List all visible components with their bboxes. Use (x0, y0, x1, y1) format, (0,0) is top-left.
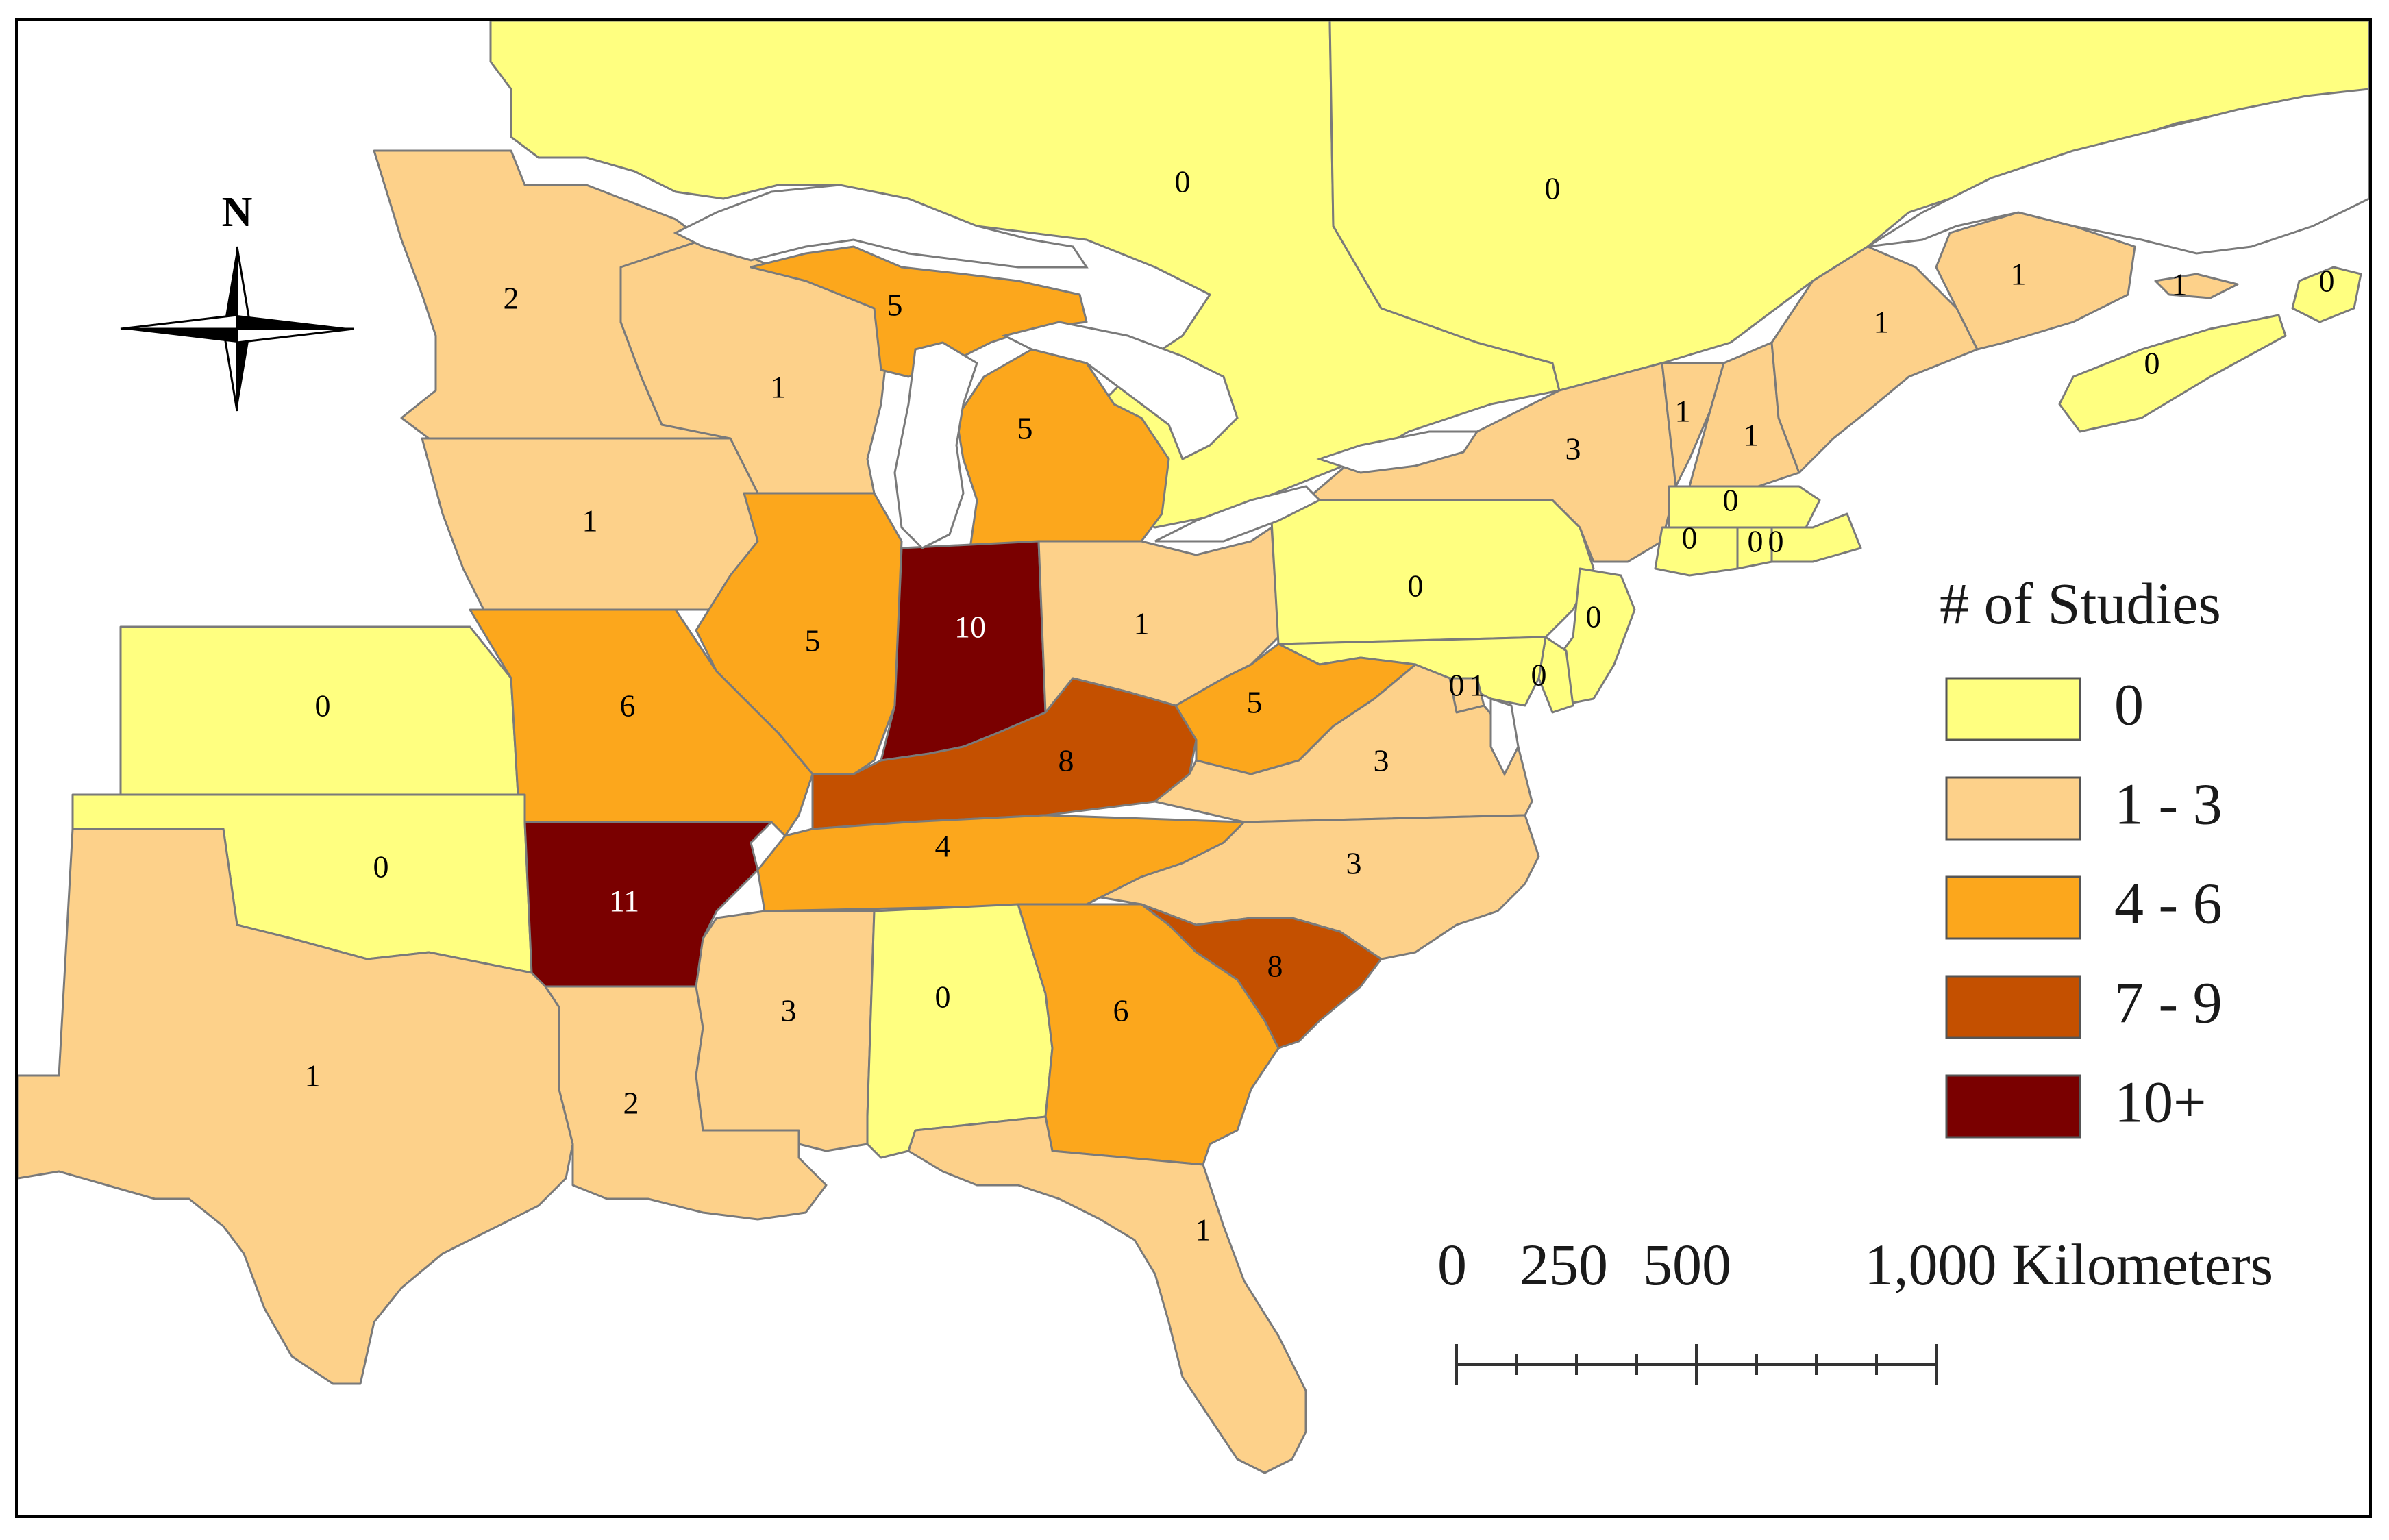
legend-swatch (1945, 975, 2081, 1039)
label-michigan-upper: 5 (887, 288, 903, 323)
scale-label-500: 500 (1643, 1232, 1731, 1297)
label-texas: 1 (305, 1058, 321, 1093)
legend-item: 4 - 6 (1945, 871, 2223, 940)
label-maryland: 0 (1449, 668, 1465, 703)
region-south-carolina[interactable] (1140, 903, 1383, 1050)
label-georgia: 6 (1113, 993, 1129, 1028)
region-texas[interactable] (18, 828, 574, 1385)
label-pennsylvania: 0 (1408, 569, 1424, 604)
label-kansas: 0 (315, 688, 331, 723)
region-pennsylvania[interactable] (1270, 499, 1595, 645)
label-florida: 1 (1196, 1213, 1211, 1247)
label-quebec-ontario-west: 0 (1175, 164, 1191, 199)
north-arrow: N (120, 189, 354, 412)
region-cape-cod[interactable] (1770, 512, 1862, 563)
label-south-carolina: 8 (1267, 949, 1283, 984)
region-vermont[interactable] (1661, 362, 1725, 488)
label-minnesota: 2 (504, 281, 519, 316)
count-labels: 0 0 2 1 5 5 1 5 10 1 0 3 1 1 1 1 1 0 0 0… (305, 164, 2335, 1247)
label-alabama: 0 (935, 980, 951, 1015)
legend-swatch (1945, 677, 2081, 741)
region-prince-edward-island[interactable] (2154, 273, 2239, 299)
label-oklahoma: 0 (373, 849, 389, 884)
label-cape-cod: 0 (1768, 524, 1784, 559)
label-iowa: 1 (582, 504, 598, 538)
st-lawrence-gulf (1867, 88, 2369, 255)
label-vermont: 1 (1675, 394, 1691, 429)
region-mississippi[interactable] (695, 910, 876, 1152)
label-connecticut: 0 (1682, 521, 1698, 556)
label-mississippi: 3 (781, 993, 797, 1028)
scale-bar-line (1455, 1344, 1938, 1385)
lake-erie (1154, 485, 1322, 543)
north-label: N (222, 189, 253, 236)
legend-item: 1 - 3 (1945, 771, 2223, 841)
lake-michigan (893, 341, 978, 549)
legend-item: 10+ (1945, 1069, 2207, 1139)
label-michigan-lower: 5 (1017, 411, 1033, 446)
label-illinois: 5 (805, 623, 821, 658)
region-virginia[interactable] (1154, 663, 1533, 823)
label-louisiana: 2 (623, 1086, 639, 1121)
legend-label: 7 - 9 (2114, 970, 2223, 1036)
label-tennessee: 4 (935, 829, 951, 864)
label-prince-edward-island: 1 (2172, 267, 2188, 302)
regions-layer (18, 21, 2369, 1474)
label-virginia: 3 (1374, 743, 1389, 778)
legend-label: 1 - 3 (2114, 771, 2223, 837)
lake-huron (1001, 321, 1239, 461)
label-quebec-east: 0 (1545, 171, 1561, 206)
legend-label: 0 (2114, 672, 2144, 738)
legend-title: # of Studies (1940, 571, 2221, 636)
label-rhode-island: 0 (1748, 524, 1763, 559)
region-massachusetts[interactable] (1668, 485, 1821, 529)
label-west-virginia: 5 (1247, 685, 1263, 720)
label-new-brunswick: 1 (2011, 257, 2027, 292)
legend-item: 7 - 9 (1945, 970, 2223, 1039)
legend-swatch (1945, 875, 2081, 940)
legend-label: 4 - 6 (2114, 871, 2223, 936)
legend: # of Studies 0 1 - 3 4 - 6 7 - 9 10+ (1940, 571, 2223, 1139)
label-nova-scotia: 0 (2144, 346, 2160, 381)
label-new-york: 3 (1565, 432, 1581, 467)
legend-swatch (1945, 1074, 2081, 1139)
label-kentucky: 8 (1059, 743, 1074, 778)
scale-label-0: 0 (1437, 1232, 1467, 1297)
label-ohio: 1 (1134, 606, 1150, 641)
label-cape-breton: 0 (2319, 264, 2335, 299)
region-connecticut[interactable] (1654, 526, 1739, 577)
label-north-carolina: 3 (1346, 846, 1362, 881)
map-frame: 0 0 2 1 5 5 1 5 10 1 0 3 1 1 1 1 1 0 0 0… (15, 18, 2372, 1518)
label-massachusetts: 0 (1723, 483, 1739, 518)
label-maine: 1 (1874, 305, 1890, 340)
label-delaware: 0 (1531, 658, 1547, 693)
region-new-jersey[interactable] (1551, 567, 1636, 707)
label-arkansas: 11 (609, 884, 639, 919)
scale-bar: 0 250 500 1,000 Kilometers (1437, 1232, 2273, 1385)
label-indiana: 10 (954, 610, 986, 645)
chesapeake-bay (1489, 697, 1520, 777)
lake-ontario (1316, 430, 1479, 474)
label-new-jersey: 0 (1586, 599, 1602, 634)
scale-label-250: 250 (1520, 1232, 1608, 1297)
lake-superior (673, 184, 1089, 269)
label-wisconsin: 1 (771, 370, 787, 405)
region-michigan-lower[interactable] (955, 348, 1170, 549)
label-missouri: 6 (620, 688, 636, 723)
region-nova-scotia[interactable] (2058, 314, 2287, 433)
scale-label-1000: 1,000 Kilometers (1864, 1232, 2273, 1297)
legend-swatch (1945, 776, 2081, 841)
legend-item: 0 (1945, 672, 2144, 741)
legend-label: 10+ (2114, 1069, 2207, 1135)
region-florida[interactable] (907, 1115, 1307, 1474)
region-maine[interactable] (1770, 245, 1979, 474)
compass-rose-icon (120, 246, 354, 412)
label-new-hampshire: 1 (1744, 418, 1759, 453)
label-dc: 1 (1470, 668, 1485, 703)
region-cape-breton[interactable] (2291, 266, 2362, 323)
choropleth-map: 0 0 2 1 5 5 1 5 10 1 0 3 1 1 1 1 1 0 0 0… (18, 21, 2369, 1474)
water-layer (673, 88, 2369, 777)
